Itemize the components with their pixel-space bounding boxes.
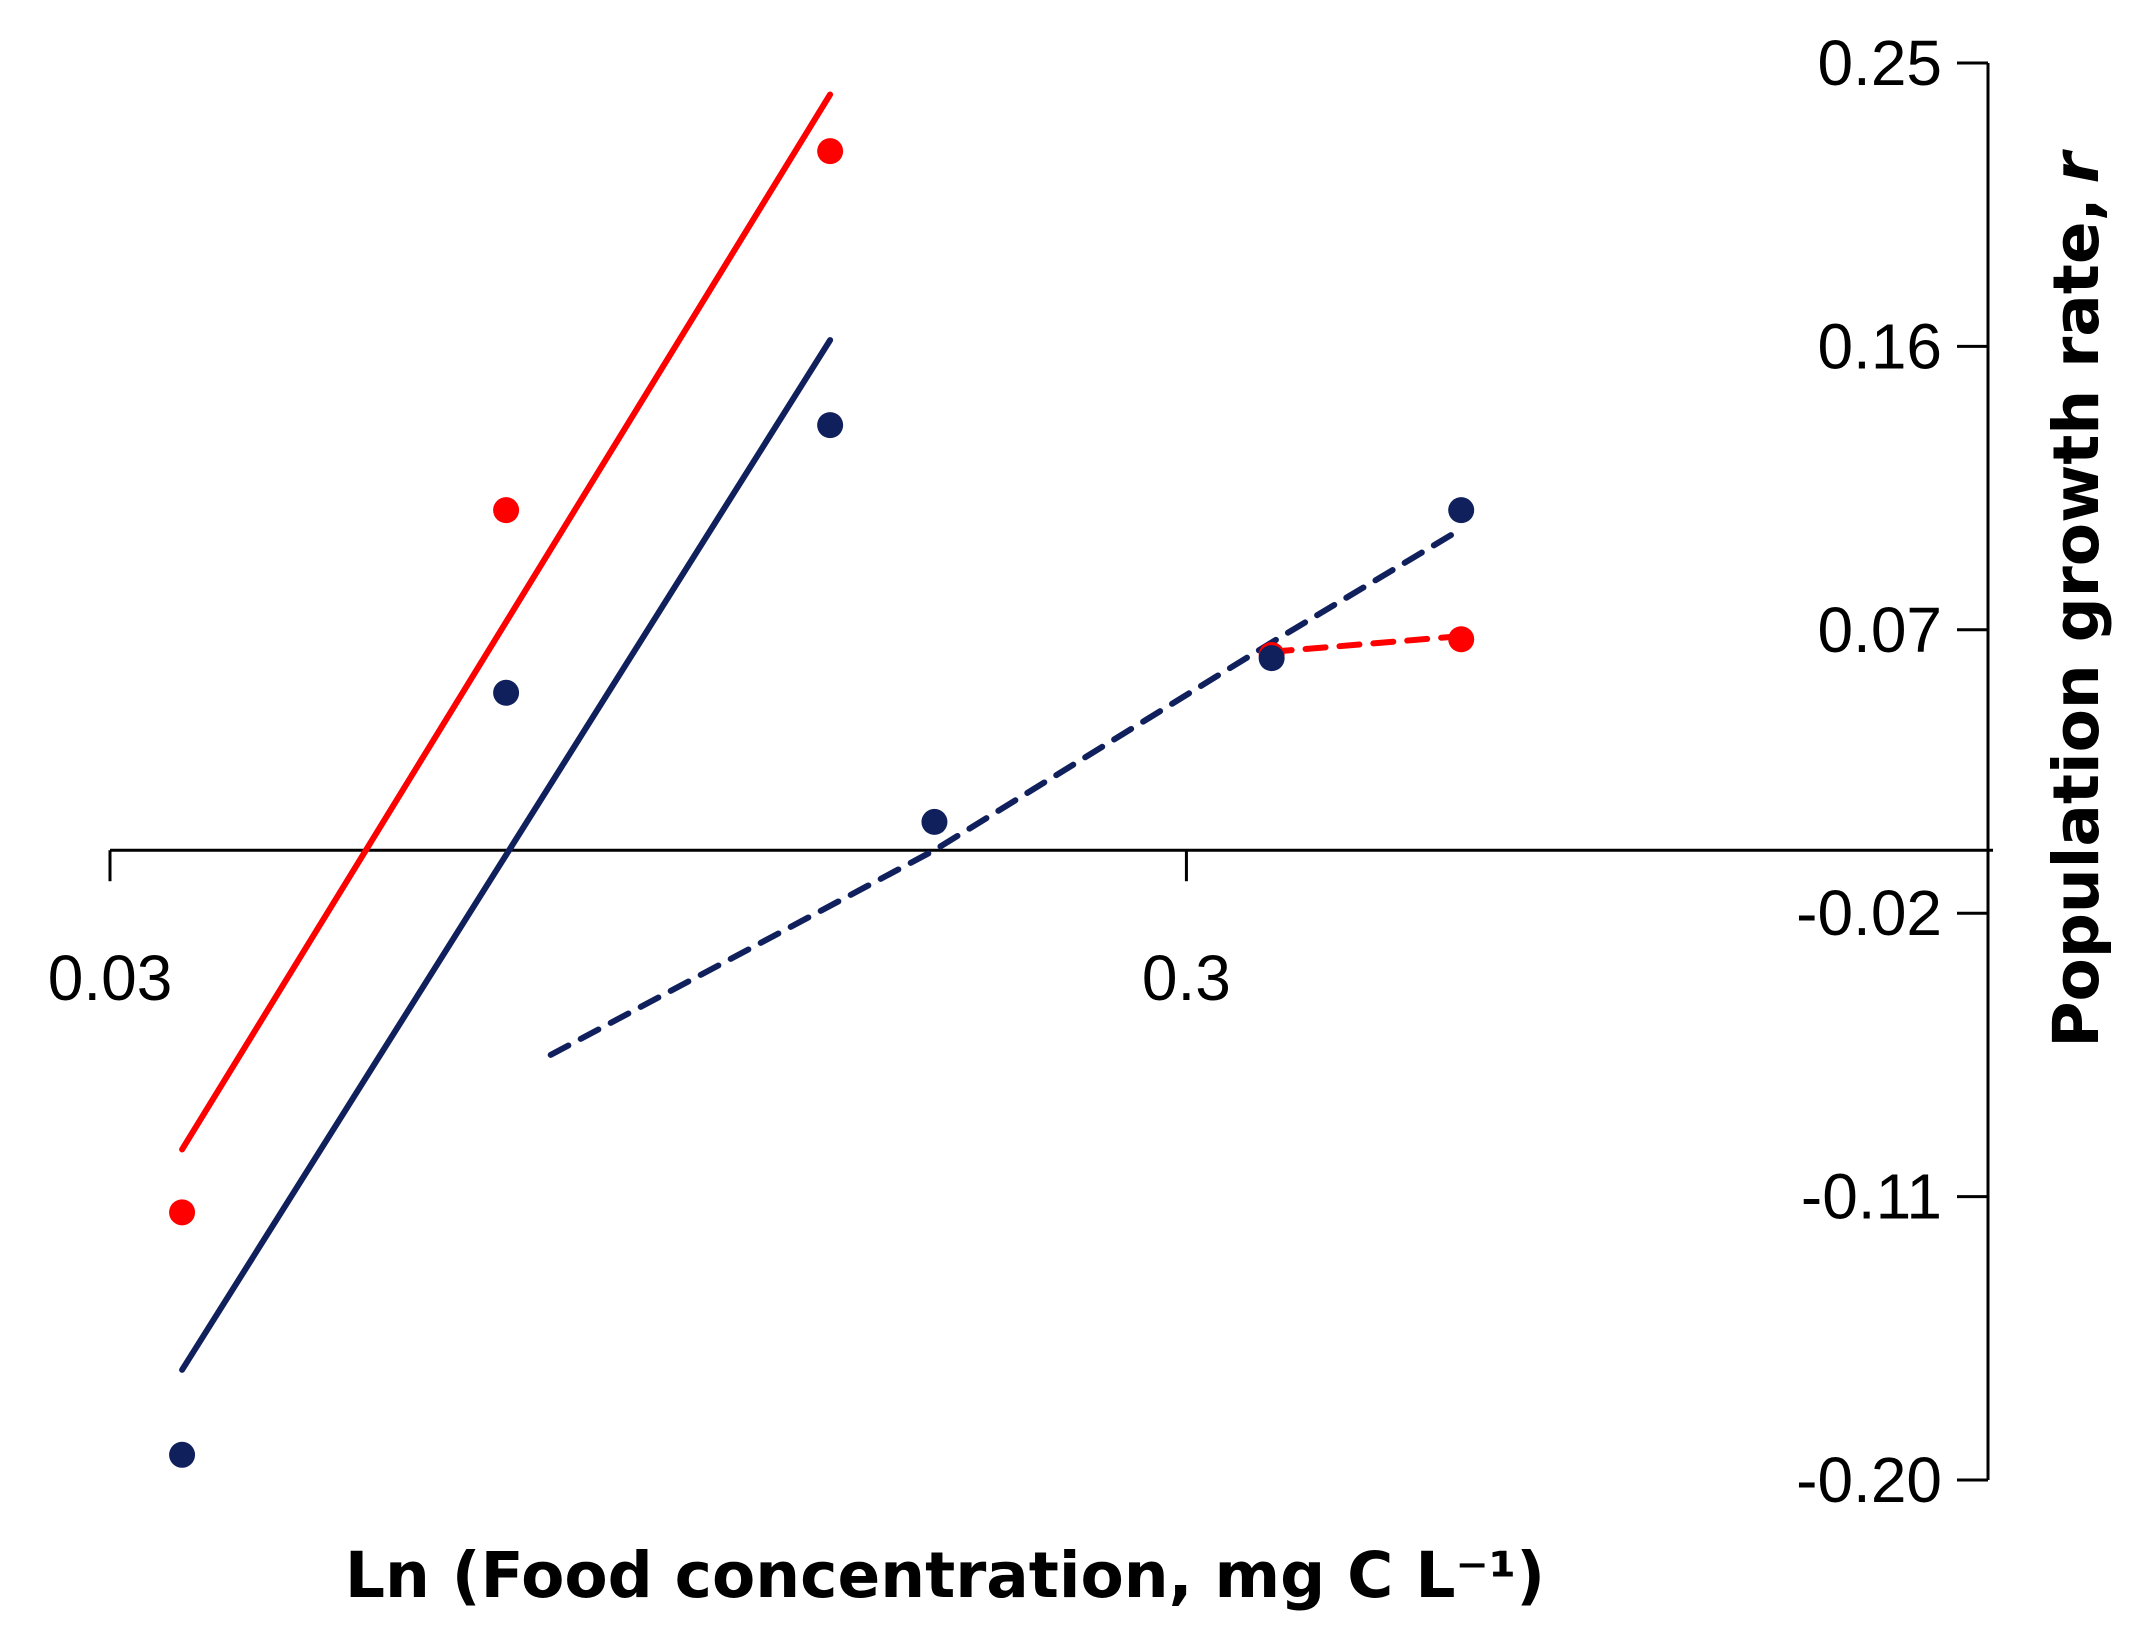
trend-line	[547, 526, 1465, 1058]
trend-lines-layer	[179, 91, 1465, 1373]
trend-line	[179, 337, 834, 1373]
data-point	[921, 808, 948, 835]
y-tick-label: 0.25	[1817, 27, 1942, 99]
x-tick-label: 0.3	[1142, 942, 1231, 1014]
x-tick-label: 0.03	[48, 942, 173, 1014]
y-tick-label: -0.20	[1796, 1444, 1942, 1516]
data-point	[817, 412, 844, 439]
tick-labels-layer: 0.03 0.3 0.25 0.16 0.07 -0.02 -0.11 -0.20	[48, 27, 1942, 1516]
data-point	[817, 138, 844, 165]
y-tick-label: -0.11	[1801, 1161, 1942, 1233]
trend-line	[179, 91, 834, 1153]
y-axis-title-text: Population growth rate,	[2040, 197, 2113, 1047]
x-axis-title: Ln (Food concentration, mg C L⁻¹)	[345, 1539, 1545, 1612]
data-point	[493, 679, 520, 706]
data-point	[1258, 645, 1285, 672]
data-point	[169, 1441, 196, 1468]
data-point	[1448, 626, 1475, 653]
data-point	[169, 1199, 196, 1226]
y-axis-title: Population growth rate, r	[2040, 148, 2113, 1047]
data-points-layer	[169, 138, 1475, 1468]
data-point	[493, 497, 520, 524]
y-axis-title-italic: r	[2040, 148, 2113, 183]
y-tick-label: 0.16	[1817, 310, 1942, 382]
trend-line	[1268, 633, 1465, 655]
y-tick-label: 0.07	[1817, 594, 1942, 666]
data-point	[1448, 497, 1475, 524]
axes-layer	[108, 61, 1993, 1482]
y-tick-label: -0.02	[1796, 877, 1942, 949]
